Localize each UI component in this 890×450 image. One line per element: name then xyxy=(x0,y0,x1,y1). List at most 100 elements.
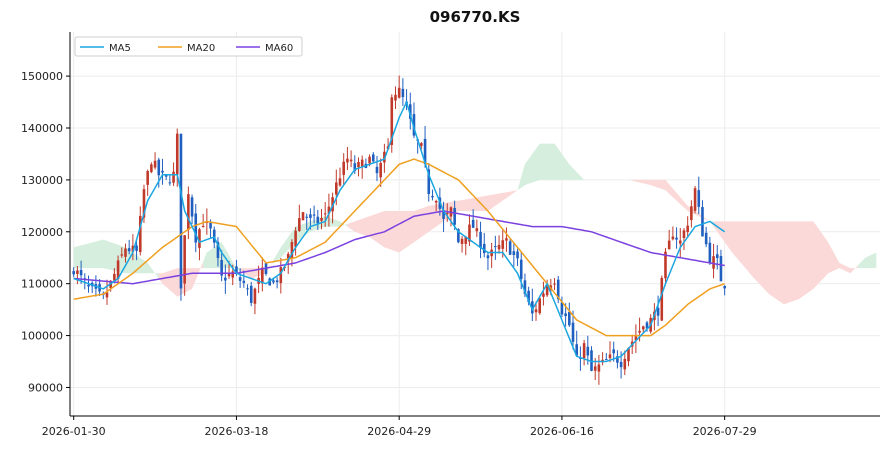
candle-up xyxy=(279,267,283,284)
x-tick-label: 2026-07-29 xyxy=(693,425,757,438)
candle-down xyxy=(486,255,490,259)
candle-up xyxy=(597,364,601,372)
ma5-line xyxy=(73,99,726,363)
candle-down xyxy=(519,259,523,279)
legend-label-ma60: MA60 xyxy=(265,43,293,54)
ma60-line xyxy=(73,210,725,285)
candle-up xyxy=(227,273,231,277)
candle-up xyxy=(379,162,382,178)
candle-up xyxy=(553,283,556,285)
candle-up xyxy=(638,330,641,333)
candle-down xyxy=(309,214,312,218)
candle-up xyxy=(682,230,686,238)
candle-up xyxy=(667,240,671,250)
candle-up xyxy=(105,292,109,298)
candle-down xyxy=(656,307,660,316)
candle-down xyxy=(556,279,560,300)
candle-up xyxy=(124,248,127,257)
candle-down xyxy=(135,245,138,251)
candle-up xyxy=(445,212,449,214)
candle-down xyxy=(560,302,564,315)
candle-down xyxy=(72,271,75,275)
candle-down xyxy=(675,237,678,240)
candle-up xyxy=(76,270,79,274)
candle-up xyxy=(608,354,612,359)
candle-down xyxy=(272,280,275,283)
candle-down xyxy=(212,229,216,243)
candle-down xyxy=(575,344,579,356)
candle-down xyxy=(194,213,198,243)
candle-up xyxy=(660,278,664,321)
candle-up xyxy=(545,285,549,296)
ma20-line xyxy=(73,158,725,337)
candle-down xyxy=(612,349,615,354)
cloud-bearish xyxy=(713,221,858,305)
candle-down xyxy=(482,243,486,254)
candle-down xyxy=(371,154,375,162)
y-tick-label: 150000 xyxy=(21,70,63,83)
candle-down xyxy=(453,208,456,225)
candle-down xyxy=(457,229,460,243)
candle-down xyxy=(704,232,708,245)
candle-up xyxy=(394,94,397,101)
cloud-bearish xyxy=(347,190,518,253)
candle-down xyxy=(568,311,571,326)
x-tick-label: 2026-01-30 xyxy=(42,425,106,438)
candle-up xyxy=(464,236,468,244)
candle-up xyxy=(327,206,331,214)
y-tick-label: 110000 xyxy=(21,278,63,291)
candle-up xyxy=(538,298,542,314)
candle-up xyxy=(335,182,338,195)
candle-up xyxy=(183,235,186,284)
candle-up xyxy=(323,213,327,215)
candle-down xyxy=(235,266,238,274)
candle-down xyxy=(316,216,320,224)
legend[interactable]: MA5 MA20 MA60 xyxy=(74,36,303,57)
candle-down xyxy=(157,159,161,176)
candle-down xyxy=(564,313,567,317)
grid-lines xyxy=(70,32,880,416)
cloud-bullish xyxy=(517,143,633,191)
candle-up xyxy=(582,343,586,359)
candle-down xyxy=(401,88,405,98)
candle-down xyxy=(375,166,379,174)
candle-up xyxy=(497,244,501,250)
candle-up xyxy=(294,230,297,247)
candle-down xyxy=(238,277,242,281)
candle-down xyxy=(605,359,608,361)
candle-up xyxy=(175,133,179,175)
candle-down xyxy=(645,322,649,329)
candle-up xyxy=(627,348,630,362)
legend-box xyxy=(74,36,303,57)
candle-up xyxy=(290,242,294,259)
candle-down xyxy=(701,207,704,237)
candle-up xyxy=(138,215,142,253)
candle-down xyxy=(168,182,172,184)
candle-up xyxy=(198,229,201,248)
candle-down xyxy=(571,322,575,342)
candle-up xyxy=(634,336,638,341)
candle-up xyxy=(357,161,360,168)
candle-down xyxy=(408,104,412,119)
candle-up xyxy=(286,253,290,262)
candle-up xyxy=(120,254,124,256)
candle-up xyxy=(686,225,689,233)
candle-down xyxy=(516,251,519,259)
candle-down xyxy=(249,285,253,303)
candle-up xyxy=(142,189,146,218)
candle-down xyxy=(305,216,309,218)
candle-down xyxy=(242,280,246,283)
candle-down xyxy=(494,246,497,248)
candle-up xyxy=(146,171,149,185)
candle-up xyxy=(253,288,257,304)
candle-up xyxy=(623,358,627,370)
candle-up xyxy=(505,238,508,241)
candle-up xyxy=(397,87,401,98)
candle-down xyxy=(708,242,712,264)
y-tick-label: 130000 xyxy=(21,174,63,187)
candle-up xyxy=(320,217,323,221)
legend-label-ma20: MA20 xyxy=(187,43,215,54)
candle-up xyxy=(116,260,120,279)
candle-down xyxy=(723,285,726,289)
